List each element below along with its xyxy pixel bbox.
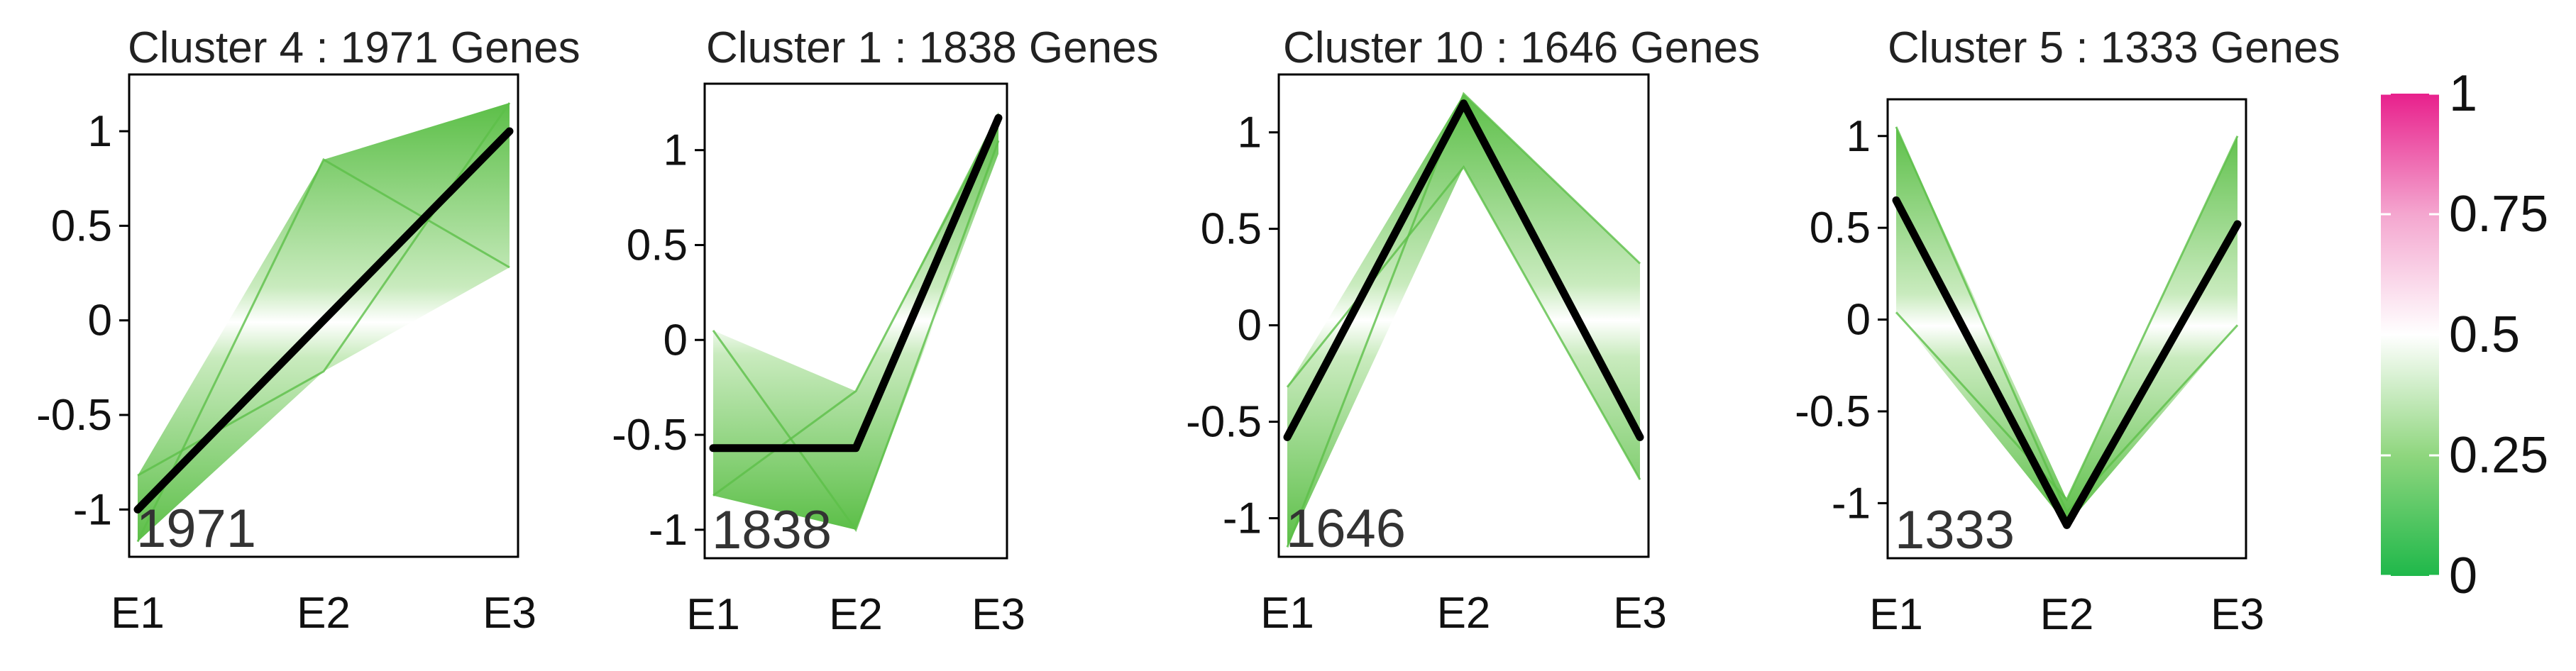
colorbar: 0 0.25 0.5 0.75 1 <box>2381 65 2548 604</box>
member-profile-line <box>136 157 510 543</box>
y-tick-label: 0 <box>1238 301 1262 350</box>
cluster-panel-3: Cluster 10 : 1646 Genes 1646 -1 -0.5 0 0.5 1 E1… <box>1186 23 1760 638</box>
y-tick-label: 1 <box>88 107 112 156</box>
y-tick-label: 1 <box>1238 109 1262 157</box>
y-tick-label: 0.5 <box>1810 204 1871 253</box>
gene-count-label: 1971 <box>136 499 256 559</box>
panel-title: Cluster 5 : 1333 Genes <box>1888 23 2340 72</box>
panel-frame <box>128 73 519 558</box>
member-profile-line <box>1286 165 1641 480</box>
centroid-line <box>1892 196 2242 529</box>
colorbar-tick-label: 0 <box>2449 548 2477 604</box>
cluster-panel-1: Cluster 4 : 1971 Genes 1971 -1 -0.5 0 0.5 1 E1 E… <box>36 23 580 638</box>
colorbar-tick-label: 0.25 <box>2449 427 2548 484</box>
panel-title: Cluster 10 : 1646 Genes <box>1283 23 1760 72</box>
y-tick-label: 0.5 <box>1201 205 1262 254</box>
y-tick-label: -0.5 <box>612 411 688 460</box>
y-tick-label: 1 <box>1846 112 1871 161</box>
gene-count-label: 1333 <box>1895 500 2015 560</box>
panel-title: Cluster 1 : 1838 Genes <box>706 23 1159 72</box>
panel-title: Cluster 4 : 1971 Genes <box>128 23 580 72</box>
y-tick-label: -0.5 <box>1795 387 1871 436</box>
x-tick-label: E3 <box>2211 590 2264 639</box>
y-tick-label: -1 <box>1223 494 1262 543</box>
y-tick-label: 0 <box>1846 296 1871 345</box>
centroid-line <box>1283 99 1644 441</box>
member-profile-line <box>1895 126 2239 515</box>
x-tick-label: E2 <box>2040 590 2094 639</box>
colorbar-tick-label: 0.5 <box>2449 306 2520 363</box>
x-tick-label: E2 <box>829 590 883 639</box>
x-tick-label: E2 <box>1437 589 1491 638</box>
y-tick-label: -1 <box>649 506 688 555</box>
panel-frame <box>703 82 1008 560</box>
x-tick-label: E1 <box>111 589 165 638</box>
cluster-panel-4: Cluster 5 : 1333 Genes 1333 -1 -0.5 0 0.5 1 E1 E… <box>1795 23 2340 639</box>
member-profile-line <box>1286 92 1641 548</box>
cluster-panels: Cluster 4 : 1971 Genes 1971 -1 -0.5 0 0.5 1 E1 E… <box>36 23 2340 639</box>
panel-frame <box>1886 98 2247 560</box>
y-tick-label: 1 <box>664 126 688 175</box>
cluster-panel-2: Cluster 1 : 1838 Genes 1838 -1 -0.5 0 0.5 1 E1 E… <box>612 23 1158 639</box>
member-profile-line <box>1895 135 2239 501</box>
member-profile-line <box>712 117 1000 497</box>
y-tick-label: -1 <box>1832 479 1871 528</box>
y-tick-label: 0.5 <box>627 221 688 270</box>
centroid-line <box>709 113 1003 453</box>
membership-band <box>1287 94 1640 548</box>
x-tick-label: E3 <box>483 589 536 638</box>
x-tick-label: E1 <box>1869 590 1923 639</box>
panel-frame <box>1277 73 1650 558</box>
x-tick-label: E2 <box>297 589 351 638</box>
colorbar-tick-label: 0.75 <box>2449 186 2548 243</box>
x-tick-label: E1 <box>1260 589 1314 638</box>
gene-count-label: 1646 <box>1286 499 1406 559</box>
y-tick-label: 0 <box>664 316 688 365</box>
gene-count-label: 1838 <box>712 500 832 560</box>
x-tick-label: E3 <box>971 590 1025 639</box>
member-profile-line <box>712 140 1000 533</box>
centroid-line <box>133 127 514 514</box>
y-tick-label: 0 <box>88 296 112 345</box>
x-tick-label: E1 <box>686 590 740 639</box>
x-tick-label: E3 <box>1613 589 1667 638</box>
membership-band <box>1896 126 2238 526</box>
y-tick-label: -1 <box>73 485 112 534</box>
y-tick-label: -0.5 <box>1186 398 1262 447</box>
colorbar-tick-label: 1 <box>2449 65 2477 122</box>
membership-band <box>713 112 998 530</box>
y-tick-label: -0.5 <box>36 391 112 440</box>
y-tick-label: 0.5 <box>51 201 112 250</box>
